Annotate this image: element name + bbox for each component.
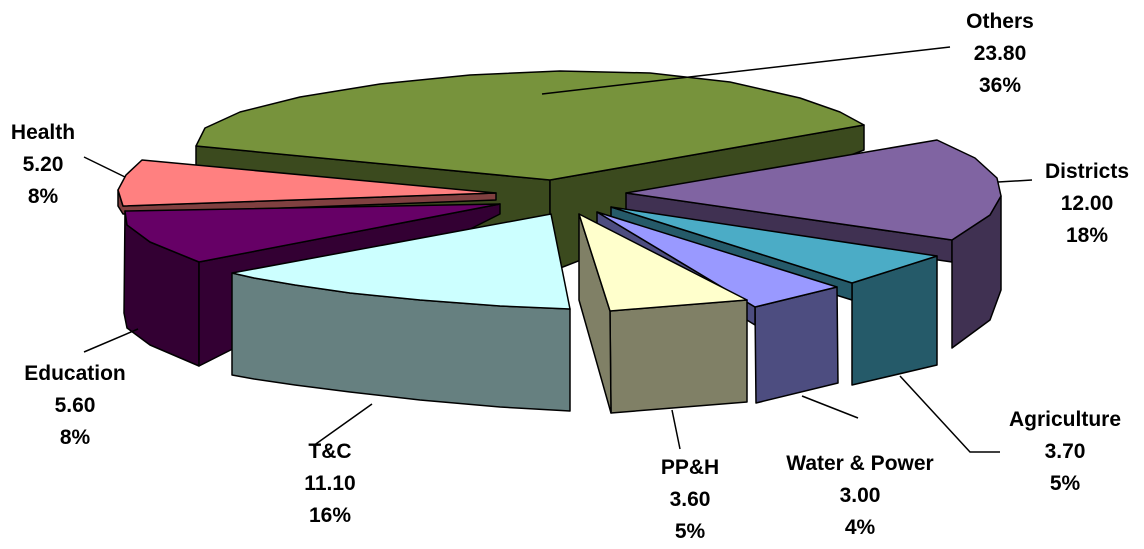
slice-top-others bbox=[195, 70, 865, 181]
slice-label-pph-name: PP&H bbox=[660, 456, 720, 479]
slice-label-others: Others 23.80 36% bbox=[935, 6, 1065, 102]
slice-districts bbox=[625, 139, 1002, 349]
leader-line-education bbox=[83, 328, 139, 353]
slice-label-districts-value: 12.00 bbox=[1060, 192, 1114, 215]
leader-line-others bbox=[541, 46, 951, 95]
slice-label-tc-name: T&C bbox=[308, 440, 352, 463]
slice-top-agriculture bbox=[610, 206, 938, 284]
leader-lines bbox=[83, 46, 1033, 453]
slice-label-water-power-name: Water & Power bbox=[786, 452, 934, 475]
slice-label-agriculture: Agriculture 3.70 5% bbox=[990, 404, 1140, 500]
slice-label-pph: PP&H 3.60 5% bbox=[640, 452, 740, 548]
slice-label-agriculture-percent: 5% bbox=[1049, 472, 1081, 495]
leader-line-water-power bbox=[801, 395, 859, 419]
slice-health bbox=[117, 159, 497, 215]
slice-label-education-name: Education bbox=[24, 362, 126, 385]
slice-label-tc: T&C 11.10 16% bbox=[280, 436, 380, 532]
leader-line-agriculture bbox=[899, 375, 1000, 453]
slice-label-health-value: 5.20 bbox=[22, 153, 64, 176]
slice-label-others-name: Others bbox=[966, 10, 1034, 33]
slice-label-water-power-percent: 4% bbox=[844, 516, 876, 539]
pie-slices bbox=[117, 70, 1002, 414]
slice-label-health-name: Health bbox=[10, 121, 76, 144]
slice-label-tc-value: 11.10 bbox=[304, 472, 356, 495]
slice-top-t-c bbox=[231, 213, 571, 310]
slice-label-education-value: 5.60 bbox=[54, 394, 96, 417]
slice-label-agriculture-value: 3.70 bbox=[1044, 440, 1086, 463]
slice-label-others-value: 23.80 bbox=[973, 42, 1027, 65]
leader-line-health bbox=[83, 156, 126, 178]
slice-label-others-percent: 36% bbox=[978, 74, 1022, 97]
slice-top-water-power bbox=[596, 211, 838, 308]
slice-t-c bbox=[231, 213, 571, 412]
slice-label-health: Health 5.20 8% bbox=[0, 117, 86, 213]
slice-side-pp-h-0 bbox=[609, 299, 748, 414]
slice-label-agriculture-name: Agriculture bbox=[1008, 408, 1121, 431]
slice-label-districts-name: Districts bbox=[1044, 160, 1130, 183]
slice-label-health-percent: 8% bbox=[27, 185, 59, 208]
slice-top-districts bbox=[625, 139, 1002, 241]
slice-pp-h bbox=[578, 213, 748, 414]
slice-top-pp-h bbox=[578, 213, 748, 312]
leader-line-tc bbox=[312, 403, 373, 447]
slice-label-tc-percent: 16% bbox=[308, 504, 352, 527]
slice-label-pph-percent: 5% bbox=[674, 520, 706, 543]
slice-label-pph-value: 3.60 bbox=[669, 488, 711, 511]
slice-label-districts-percent: 18% bbox=[1065, 224, 1109, 247]
slice-label-water-power: Water & Power 3.00 4% bbox=[770, 448, 950, 544]
slice-label-education-percent: 8% bbox=[59, 426, 91, 449]
slice-top-health bbox=[117, 159, 497, 207]
slice-label-districts: Districts 12.00 18% bbox=[1030, 156, 1144, 252]
slice-label-education: Education 5.60 8% bbox=[10, 358, 140, 454]
slice-label-water-power-value: 3.00 bbox=[839, 484, 881, 507]
slice-top-education bbox=[124, 203, 501, 263]
leader-line-pph bbox=[671, 409, 681, 450]
leader-line-districts bbox=[997, 179, 1033, 183]
